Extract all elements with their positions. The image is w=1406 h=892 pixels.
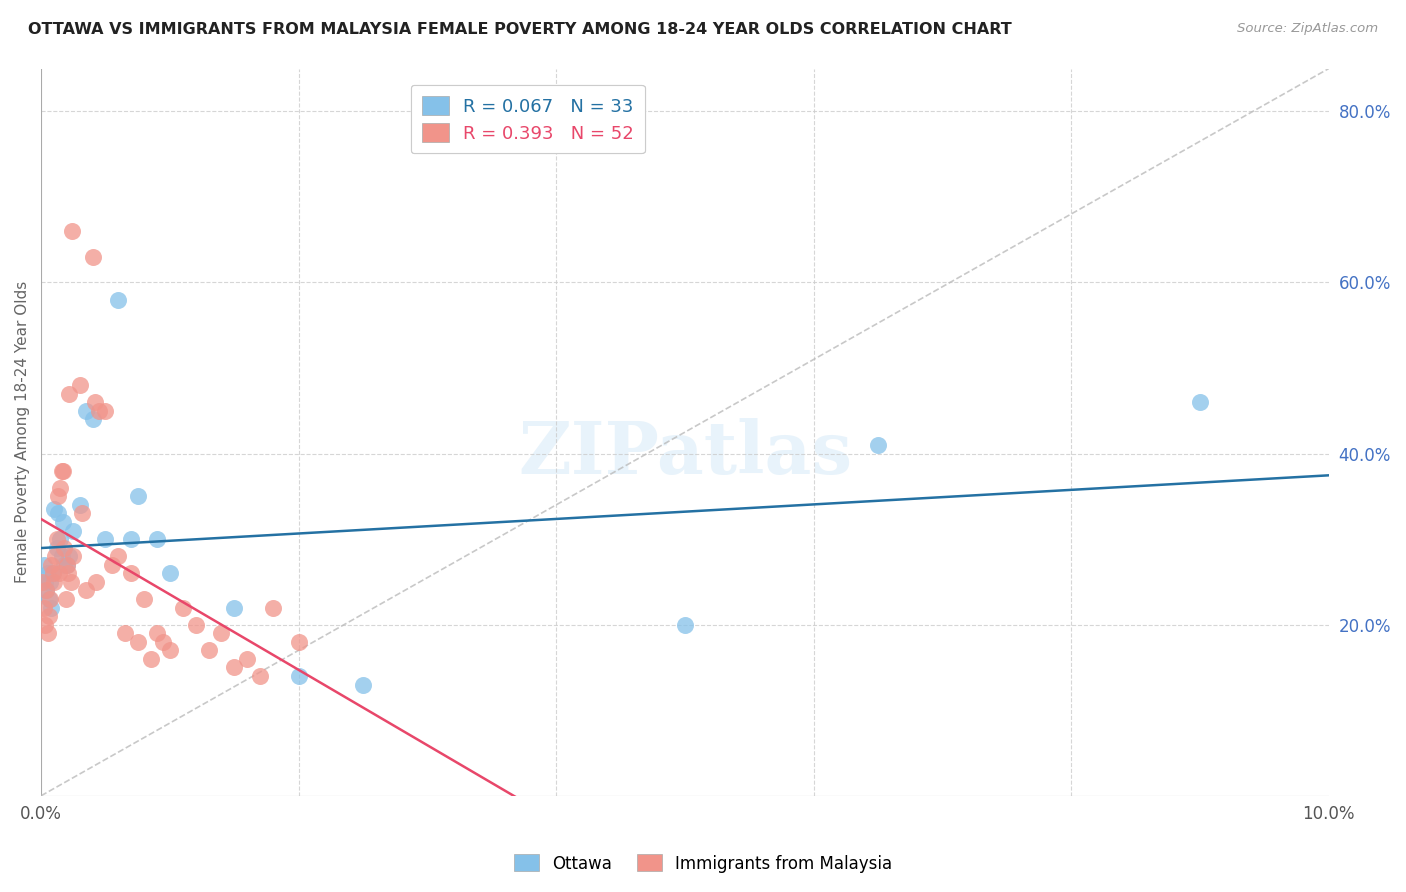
- Point: [82, 250, 104, 264]
- Point: [34, 617, 56, 632]
- Point: [41, 566, 63, 581]
- Point: [53, 558, 76, 572]
- Point: [172, 600, 194, 615]
- Point: [86, 574, 108, 589]
- Point: [56, 558, 79, 572]
- Point: [52, 515, 75, 529]
- Point: [41, 558, 63, 572]
- Point: [51, 549, 73, 564]
- Point: [53, 541, 76, 555]
- Point: [249, 669, 271, 683]
- Point: [51, 464, 73, 478]
- Point: [59, 574, 82, 589]
- Point: [69, 378, 91, 392]
- Point: [56, 566, 79, 581]
- Point: [159, 643, 181, 657]
- Point: [75, 403, 97, 417]
- Point: [120, 532, 142, 546]
- Point: [75, 583, 97, 598]
- Point: [62, 524, 84, 538]
- Point: [58, 386, 80, 401]
- Legend: Ottawa, Immigrants from Malaysia: Ottawa, Immigrants from Malaysia: [508, 847, 898, 880]
- Point: [58, 549, 80, 564]
- Point: [139, 652, 162, 666]
- Text: ZIPatlas: ZIPatlas: [517, 418, 852, 490]
- Point: [159, 566, 181, 581]
- Text: Source: ZipAtlas.com: Source: ZipAtlas.com: [1237, 22, 1378, 36]
- Point: [46, 507, 69, 521]
- Point: [37, 566, 59, 581]
- Point: [209, 626, 232, 640]
- Point: [31, 574, 53, 589]
- Y-axis label: Female Poverty Among 18-24 Year Olds: Female Poverty Among 18-24 Year Olds: [15, 281, 30, 583]
- Point: [52, 464, 75, 478]
- Point: [48, 566, 70, 581]
- Point: [287, 634, 309, 648]
- Point: [101, 558, 124, 572]
- Point: [38, 591, 60, 606]
- Legend: R = 0.067   N = 33, R = 0.393   N = 52: R = 0.067 N = 33, R = 0.393 N = 52: [411, 85, 644, 153]
- Point: [45, 541, 67, 555]
- Point: [41, 600, 63, 615]
- Point: [32, 600, 55, 615]
- Point: [107, 549, 129, 564]
- Point: [44, 549, 66, 564]
- Point: [94, 403, 117, 417]
- Point: [152, 634, 174, 648]
- Point: [35, 583, 58, 598]
- Point: [49, 532, 72, 546]
- Point: [107, 293, 129, 307]
- Point: [84, 395, 107, 409]
- Point: [224, 600, 246, 615]
- Point: [114, 626, 136, 640]
- Point: [352, 677, 374, 691]
- Point: [184, 617, 207, 632]
- Point: [868, 438, 890, 452]
- Point: [673, 617, 696, 632]
- Point: [127, 489, 149, 503]
- Point: [82, 412, 104, 426]
- Point: [38, 609, 60, 624]
- Point: [197, 643, 219, 657]
- Point: [146, 532, 169, 546]
- Point: [134, 591, 156, 606]
- Point: [62, 549, 84, 564]
- Point: [146, 626, 169, 640]
- Point: [39, 574, 62, 589]
- Point: [127, 634, 149, 648]
- Point: [45, 532, 67, 546]
- Point: [287, 669, 309, 683]
- Text: OTTAWA VS IMMIGRANTS FROM MALAYSIA FEMALE POVERTY AMONG 18-24 YEAR OLDS CORRELAT: OTTAWA VS IMMIGRANTS FROM MALAYSIA FEMAL…: [28, 22, 1012, 37]
- Point: [224, 660, 246, 674]
- Point: [72, 507, 94, 521]
- Point: [262, 600, 284, 615]
- Point: [55, 591, 77, 606]
- Point: [42, 574, 65, 589]
- Point: [69, 498, 91, 512]
- Point: [1188, 395, 1211, 409]
- Point: [49, 481, 72, 495]
- Point: [120, 566, 142, 581]
- Point: [236, 652, 259, 666]
- Point: [60, 224, 83, 238]
- Point: [37, 626, 59, 640]
- Point: [42, 502, 65, 516]
- Point: [41, 566, 63, 581]
- Point: [46, 489, 69, 503]
- Point: [39, 591, 62, 606]
- Point: [94, 532, 117, 546]
- Point: [32, 558, 55, 572]
- Point: [35, 583, 58, 598]
- Point: [34, 574, 56, 589]
- Point: [87, 403, 110, 417]
- Point: [56, 558, 79, 572]
